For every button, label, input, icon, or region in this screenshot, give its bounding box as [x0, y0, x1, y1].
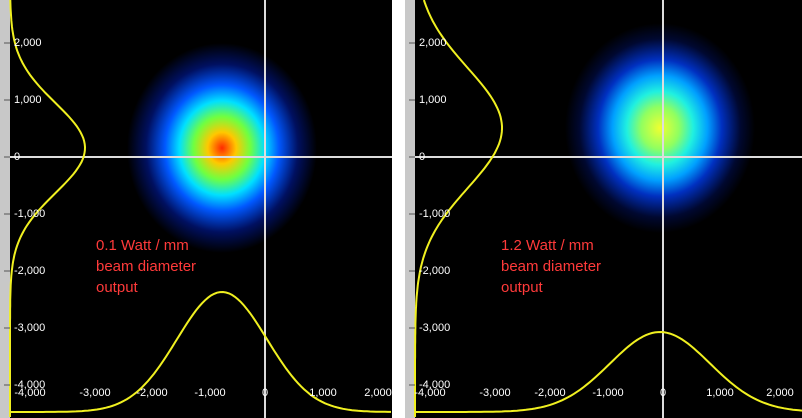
profile-panel: 2,0001,0000-1,000-2,000-3,000-4,000-4,00… — [0, 0, 392, 418]
x-tick-label: 2,000 — [766, 387, 794, 399]
x-tick-label: -2,000 — [136, 387, 167, 399]
x-tick-label: -2,000 — [534, 387, 565, 399]
x-tick-label: 1,000 — [706, 387, 734, 399]
power-annotation: output — [501, 279, 544, 296]
x-tick-label: 2,000 — [364, 387, 392, 399]
beam-spot — [565, 23, 755, 233]
x-tick-label: -1,000 — [194, 387, 225, 399]
axis-strip — [0, 0, 10, 418]
x-tick-label: -4,000 — [414, 387, 445, 399]
y-tick-label: -2,000 — [14, 265, 45, 277]
x-tick-label: 1,000 — [309, 387, 337, 399]
power-annotation: 0.1 Watt / mm — [96, 237, 189, 254]
beam-spot — [127, 43, 317, 253]
y-tick-label: 0 — [419, 151, 425, 163]
x-tick-label: -1,000 — [592, 387, 623, 399]
y-tick-label: 2,000 — [14, 37, 42, 49]
x-tick-label: 0 — [262, 387, 268, 399]
y-tick-label: -1,000 — [14, 208, 45, 220]
power-annotation: beam diameter — [96, 258, 196, 275]
y-tick-label: 0 — [14, 151, 20, 163]
profile-panel: 2,0001,0000-1,000-2,000-3,000-4,000-4,00… — [405, 0, 802, 418]
y-tick-label: 2,000 — [419, 37, 447, 49]
x-tick-label: -3,000 — [479, 387, 510, 399]
x-tick-label: -3,000 — [79, 387, 110, 399]
y-tick-label: 1,000 — [14, 94, 42, 106]
y-tick-label: -3,000 — [14, 322, 45, 334]
y-tick-label: -3,000 — [419, 322, 450, 334]
axis-strip — [405, 0, 415, 418]
power-annotation: beam diameter — [501, 258, 601, 275]
x-tick-label: 0 — [660, 387, 666, 399]
y-tick-label: -1,000 — [419, 208, 450, 220]
power-annotation: output — [96, 279, 139, 296]
x-tick-label: -4,000 — [14, 387, 45, 399]
beam-profiler-screenshot: 2,000 1,000 0 -1,000 -2,000 -3,000 -4,000 -4,00… — [0, 0, 802, 418]
power-annotation: 1.2 Watt / mm — [501, 237, 594, 254]
y-tick-label: -2,000 — [419, 265, 450, 277]
y-tick-label: 1,000 — [419, 94, 447, 106]
